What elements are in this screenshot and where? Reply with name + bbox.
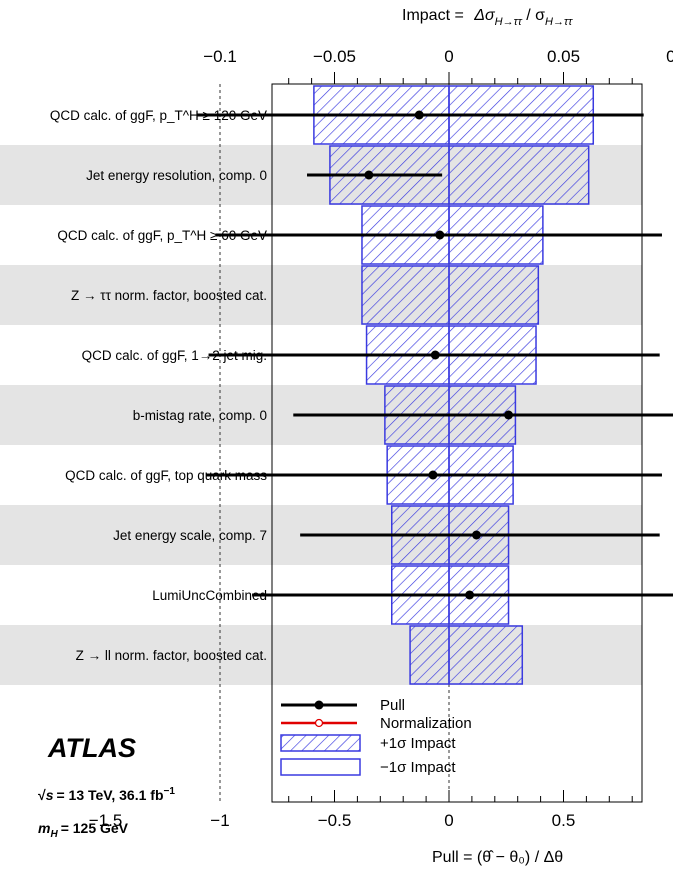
top-tick-label: 0 [444, 47, 453, 66]
impact-plus-box [448, 625, 524, 685]
bottom-tick-label: 0.5 [552, 811, 576, 830]
legend-pull-marker [314, 700, 324, 710]
impact-plus-box [448, 145, 590, 205]
atlas-label: ATLAS [47, 733, 136, 763]
top-tick-label: 0.05 [547, 47, 580, 66]
pull-point [364, 170, 374, 180]
energy-lumi-label: √s = 13 TeV, 36.1 fb−1 [38, 786, 175, 803]
legend-label: Pull [380, 697, 405, 714]
impact-minus-box [361, 265, 450, 325]
mass-label: mH = 125 GeV [38, 820, 129, 840]
pull-point [504, 410, 514, 420]
bottom-axis-title: Pull = (θ̂ − θ₀) / Δθ [432, 849, 563, 866]
legend-norm-marker [314, 718, 324, 728]
bottom-tick-label: −1.5 [89, 811, 123, 830]
impact-plus-box [448, 265, 540, 325]
parameter-label: LumiUncCombined [152, 588, 267, 603]
top-tick-label: 0.1 [666, 47, 673, 66]
row-band [0, 625, 642, 685]
impact-minus-box [409, 625, 450, 685]
legend-label: −1σ Impact [380, 759, 456, 776]
pull-point [465, 590, 475, 600]
top-tick-label: −0.05 [313, 47, 356, 66]
legend-label: Normalization [380, 715, 472, 732]
bottom-tick-label: −1 [210, 811, 229, 830]
parameter-label: Jet energy scale, comp. 7 [113, 528, 267, 543]
pull-point [414, 110, 424, 120]
parameter-label: Z → ττ norm. factor, boosted cat. [71, 288, 267, 303]
pull-point [435, 230, 445, 240]
bottom-tick-label: 0 [444, 811, 453, 830]
plot-frame [271, 83, 643, 803]
parameter-label: QCD calc. of ggF, top quark mass [65, 468, 267, 483]
pull-point [428, 470, 438, 480]
pull-point [471, 530, 481, 540]
legend-minus-box [280, 758, 361, 776]
parameter-label: QCD calc. of ggF, p_T^H ≥ 60 GeV [57, 228, 267, 243]
parameter-label: QCD calc. of ggF, p_T^H ≥ 120 GeV [50, 108, 267, 123]
bottom-tick-label: −0.5 [318, 811, 352, 830]
parameter-label: b-mistag rate, comp. 0 [133, 408, 267, 423]
legend-label: +1σ Impact [380, 735, 456, 752]
top-axis-title: Impact = ΔσH→ττ / σH→ττ [402, 7, 573, 28]
parameter-label: Z → ll norm. factor, boosted cat. [76, 648, 267, 663]
parameter-label: QCD calc. of ggF, 1→2 jet mig. [82, 348, 267, 363]
top-tick-label: −0.1 [203, 47, 237, 66]
legend-plus-box [280, 734, 361, 752]
pull-point [430, 350, 440, 360]
parameter-label: Jet energy resolution, comp. 0 [86, 168, 267, 183]
